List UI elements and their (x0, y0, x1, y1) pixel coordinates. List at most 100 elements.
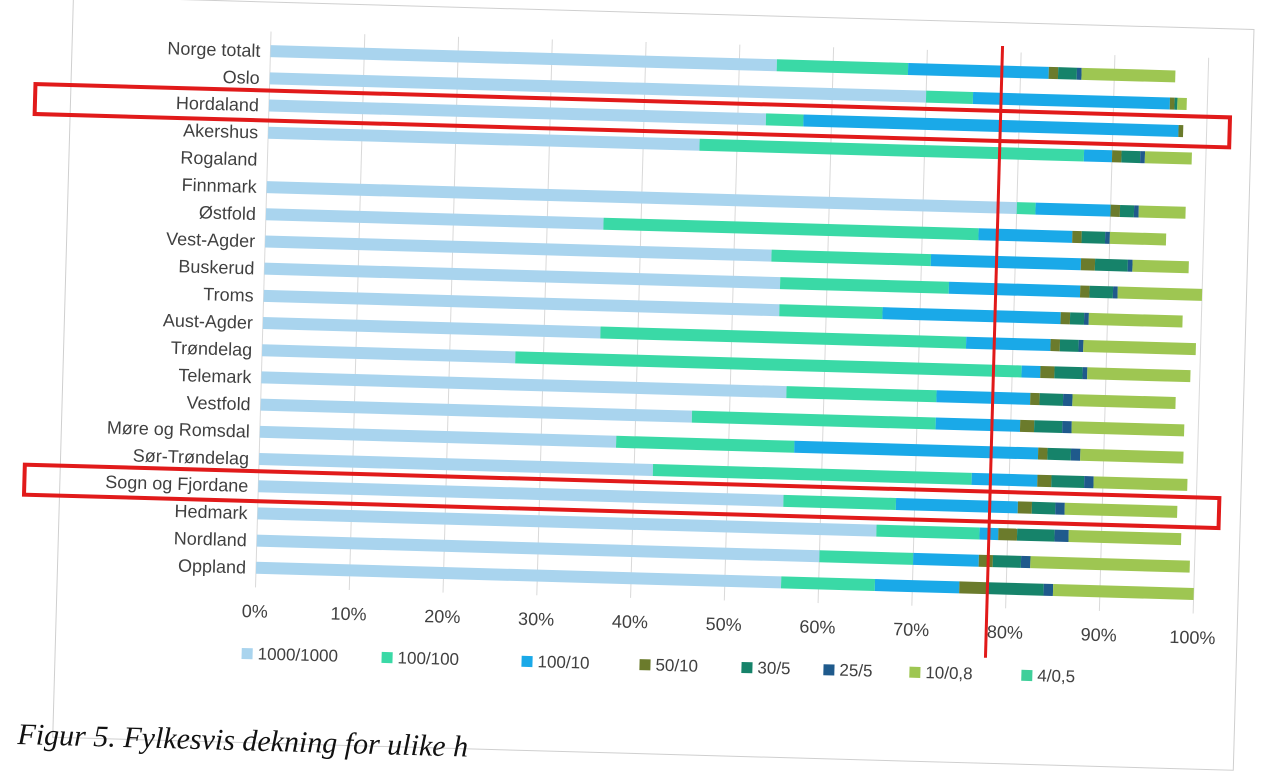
category-label: Norge totalt (167, 38, 261, 61)
bar-segment (1031, 501, 1056, 515)
bar-segment (1052, 584, 1194, 600)
bar-segment (1127, 259, 1133, 272)
bar-segment (257, 507, 877, 537)
x-tick-label: 50% (705, 614, 742, 635)
category-label: Akershus (183, 120, 259, 142)
bar-segment (603, 217, 979, 241)
x-tick-label: 40% (612, 611, 649, 632)
bar-segment (1138, 205, 1186, 219)
category-label: Sør-Trøndelag (132, 445, 249, 468)
category-label: Telemark (178, 365, 253, 387)
category-label: Oppland (178, 556, 247, 578)
bar-segment (936, 390, 1031, 405)
bar-segment (652, 464, 972, 485)
bar-segment (971, 472, 1038, 487)
bar-segment (1089, 285, 1114, 299)
x-tick-label: 30% (518, 609, 555, 630)
bar-segment (1019, 419, 1035, 433)
bar-segment (1054, 366, 1083, 380)
bar-segment (1133, 205, 1139, 218)
bar-segment (263, 289, 780, 317)
bar-segment (895, 498, 1018, 514)
bar-segment (935, 417, 1021, 432)
bar-segment (1020, 555, 1031, 569)
gridline (723, 44, 741, 601)
bar-segment (270, 45, 777, 72)
bar-segment (978, 554, 994, 568)
bar-segment (1030, 556, 1190, 573)
bar-segment (1070, 448, 1081, 461)
bar-segment (819, 550, 914, 565)
category-label: Buskerud (178, 256, 255, 278)
bar-segment (1093, 476, 1188, 491)
bar-segment (1064, 502, 1178, 518)
bar-segment (1062, 421, 1072, 434)
bar-segment (261, 371, 787, 399)
bar-segment (874, 579, 960, 594)
gridline (1005, 52, 1022, 609)
legend-swatch (521, 655, 533, 668)
legend-label: 100/10 (537, 652, 590, 672)
bar-segment (266, 181, 1017, 215)
gridline (348, 34, 366, 590)
bar-segment (1057, 67, 1078, 80)
bar-segment (261, 344, 516, 364)
category-label: Vest-Agder (166, 229, 256, 251)
x-tick-labels: 0% 10% 20% 30% 40% 50% 60% 70% 80% 90% 100% (242, 601, 1216, 648)
bar-segment (794, 440, 1039, 460)
category-label: Vestfold (186, 393, 251, 415)
bar-segment (1016, 202, 1036, 215)
bar-segment (779, 277, 950, 294)
bar-segment (779, 304, 883, 320)
bar-segment (268, 126, 700, 151)
bar-segment (258, 453, 654, 477)
bar-segment (1079, 285, 1090, 298)
bar-segment (987, 582, 1044, 596)
legend-label: 1000/1000 (257, 644, 338, 665)
category-label: Østfold (199, 202, 257, 224)
bar-segment (959, 581, 988, 595)
bar-segment (691, 410, 936, 430)
bar-segment (1039, 393, 1064, 406)
bar-segment (1043, 583, 1054, 597)
bar-segment (1083, 149, 1113, 163)
category-label: Nordland (174, 528, 248, 550)
bar-segment (1083, 312, 1089, 325)
legend-swatch (909, 666, 921, 678)
bar-segment (1140, 151, 1146, 164)
x-tick-label: 60% (799, 617, 836, 638)
bar-segment (965, 336, 1051, 352)
bar-segment (258, 480, 784, 507)
bar-segment (1030, 392, 1040, 406)
bar-segment (1081, 231, 1106, 244)
category-labels: Norge totalt Oslo Hordaland Akershus Rogalan… (105, 38, 261, 578)
x-tick-label: 80% (987, 622, 1024, 643)
legend-swatch (241, 647, 253, 660)
legend-swatch (1021, 669, 1033, 682)
bar-segment (1076, 67, 1082, 80)
gridline (1192, 57, 1210, 614)
bar-segment (1050, 339, 1061, 352)
bar-segment (1084, 476, 1094, 489)
bar-segment (998, 528, 1018, 541)
legend-label: 4/0,5 (1037, 666, 1075, 686)
bar-segment (515, 351, 1022, 378)
reference-line (983, 45, 1005, 658)
bar-segment (1059, 339, 1079, 352)
bar-segment (1071, 421, 1185, 437)
category-label: Møre og Romsdal (107, 418, 251, 442)
bar-segment (1169, 97, 1175, 110)
bar-segment (1119, 204, 1135, 218)
gridline (1098, 55, 1116, 611)
legend-swatch (823, 664, 835, 676)
bar-segment (615, 435, 795, 453)
bar-segment (1021, 365, 1041, 378)
gridline (630, 42, 647, 598)
category-label: Aust-Agder (163, 310, 254, 333)
gridline (255, 31, 272, 588)
bar-segment (1109, 231, 1167, 246)
highlight-box (21, 462, 1222, 531)
bar-segment (765, 113, 804, 127)
bar-segment (972, 91, 1171, 110)
